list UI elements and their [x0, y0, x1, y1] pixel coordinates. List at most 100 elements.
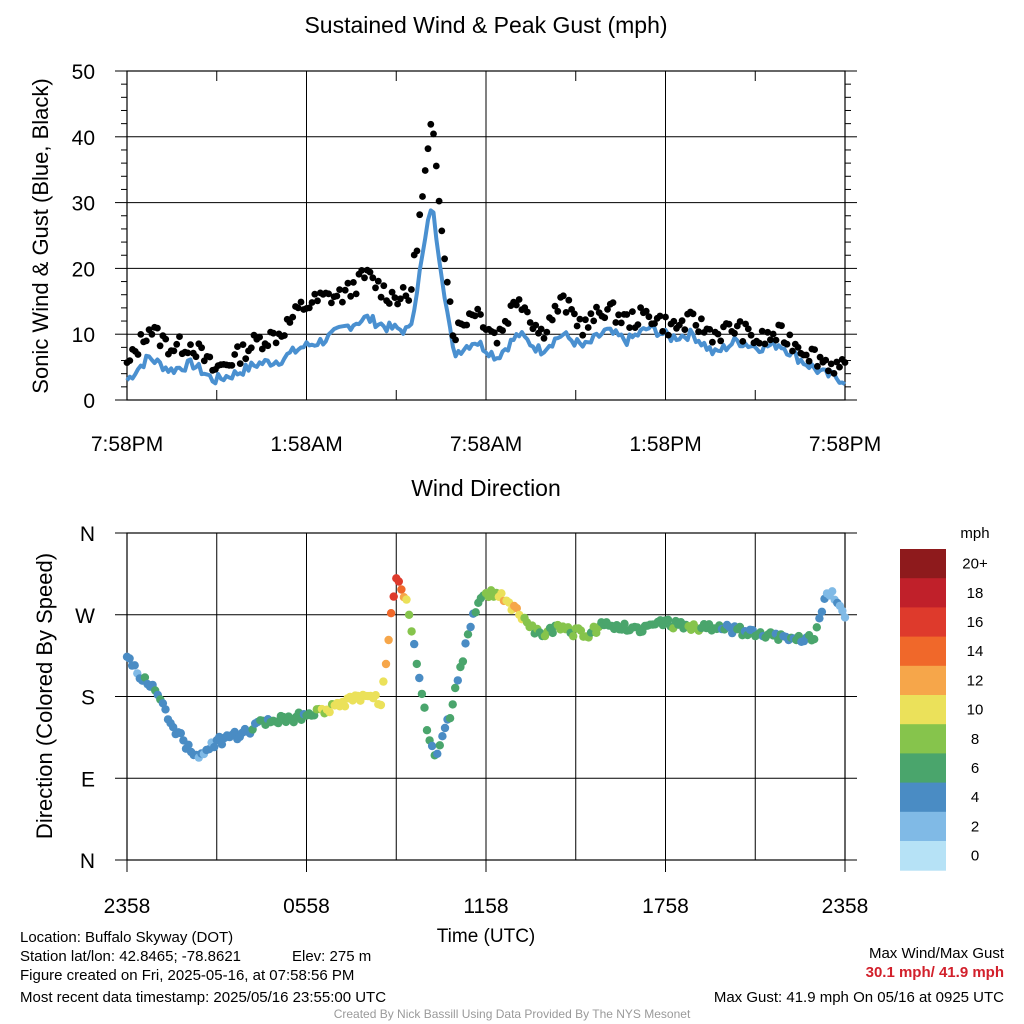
gust-point [830, 370, 838, 377]
gust-point [783, 340, 791, 348]
gust-point [747, 331, 755, 339]
gust-point [731, 329, 738, 337]
gust-point [377, 293, 385, 301]
gust-point [258, 345, 266, 353]
gust-point [361, 274, 368, 282]
gust-point [490, 329, 498, 337]
gust-point [438, 227, 446, 235]
gust-point [841, 359, 849, 366]
x-tick-label: 1158 [463, 895, 508, 918]
direction-point [828, 587, 837, 596]
gust-point [573, 322, 581, 330]
gust-point [192, 353, 200, 361]
gust-point [626, 324, 633, 331]
gust-point [833, 358, 841, 366]
gust-point [692, 321, 700, 329]
x-tick-label: 7:58PM [91, 433, 163, 456]
gust-point [239, 341, 247, 348]
direction-point [140, 673, 150, 682]
gust-point [294, 304, 302, 312]
gust-point [725, 320, 733, 328]
wind-direction-plot: Wind Direction N E S W N 2358 0558 1158 1758 2358 T… [32, 475, 868, 947]
direction-point [440, 723, 450, 733]
gust-point [126, 357, 134, 364]
colorbar-swatch [900, 753, 946, 784]
x-tick-label: 7:58PM [809, 433, 881, 456]
direction-point [458, 657, 468, 666]
gust-point [706, 326, 714, 333]
colorbar-label: 2 [971, 818, 979, 835]
colorbar-label: 10 [967, 702, 984, 719]
x-tick-label: 2358 [822, 895, 869, 918]
gust-point [559, 292, 567, 300]
y-tick-label: 40 [72, 127, 95, 150]
gust-point [206, 353, 214, 361]
max-wind-gust-values: 30.1 mph/ 41.9 mph [865, 964, 1004, 981]
gust-point [325, 290, 332, 298]
direction-point [125, 654, 134, 663]
plot-frame [126, 70, 846, 401]
colorbar-swatch [900, 636, 946, 667]
gust-point [474, 305, 482, 313]
direction-point [371, 691, 380, 700]
gust-point [477, 311, 484, 318]
gust-point [443, 278, 451, 286]
max-gust-text: Max Gust: 41.9 mph On 05/16 at 0925 UTC [713, 989, 1004, 1006]
gust-point [629, 308, 636, 315]
direction-point [471, 608, 480, 617]
gust-point [336, 286, 343, 293]
x-tick-label: 7:58AM [450, 433, 522, 456]
gust-point [836, 363, 843, 371]
gust-point [380, 282, 388, 290]
colorbar-label: 0 [971, 848, 979, 865]
gust-point [424, 145, 432, 153]
direction-point [169, 723, 178, 732]
gust-point [540, 334, 548, 342]
gust-point [634, 321, 642, 328]
gust-point [739, 338, 747, 345]
gust-point [137, 331, 145, 338]
gust-point [609, 299, 617, 306]
gust-point [827, 360, 835, 368]
gust-point [416, 211, 424, 219]
direction-point [435, 741, 444, 750]
colorbar-label: 12 [967, 672, 984, 689]
direction-point [184, 740, 193, 749]
gust-point [717, 337, 725, 345]
gust-point [142, 337, 150, 345]
gust-point [548, 316, 556, 324]
x-tick-label: 0558 [283, 895, 330, 918]
gust-point [571, 310, 578, 318]
direction-point [448, 700, 457, 709]
direction-point [415, 673, 424, 683]
gust-point [805, 357, 813, 365]
y-tick-label: 10 [72, 324, 95, 347]
gust-point [341, 286, 349, 294]
location-text: Location: Buffalo Skyway (DOT) [20, 929, 234, 946]
gust-point [333, 292, 341, 300]
gust-point [617, 319, 625, 327]
gust-point [772, 336, 780, 344]
gust-point [432, 162, 440, 170]
gust-point [162, 335, 170, 343]
gust-point [664, 331, 672, 339]
gust-point [612, 319, 620, 326]
gust-point [601, 314, 609, 322]
gust-point [394, 300, 401, 308]
colorbar-swatch [900, 665, 946, 696]
gust-point [526, 319, 534, 326]
gust-point [814, 362, 821, 370]
gust-point [399, 284, 407, 291]
gust-point [579, 331, 587, 339]
y-tick-label: 50 [72, 61, 95, 84]
direction-point [620, 619, 629, 628]
direction-point [176, 729, 185, 738]
gust-point [615, 311, 622, 319]
gust-point [736, 318, 744, 325]
direction-point [497, 589, 506, 598]
direction-point [389, 592, 398, 601]
recent-data-text: Most recent data timestamp: 2025/05/16 2… [20, 989, 387, 1006]
gust-point [154, 324, 161, 332]
gust-point [604, 306, 611, 313]
sustained-wind-line [125, 208, 846, 386]
